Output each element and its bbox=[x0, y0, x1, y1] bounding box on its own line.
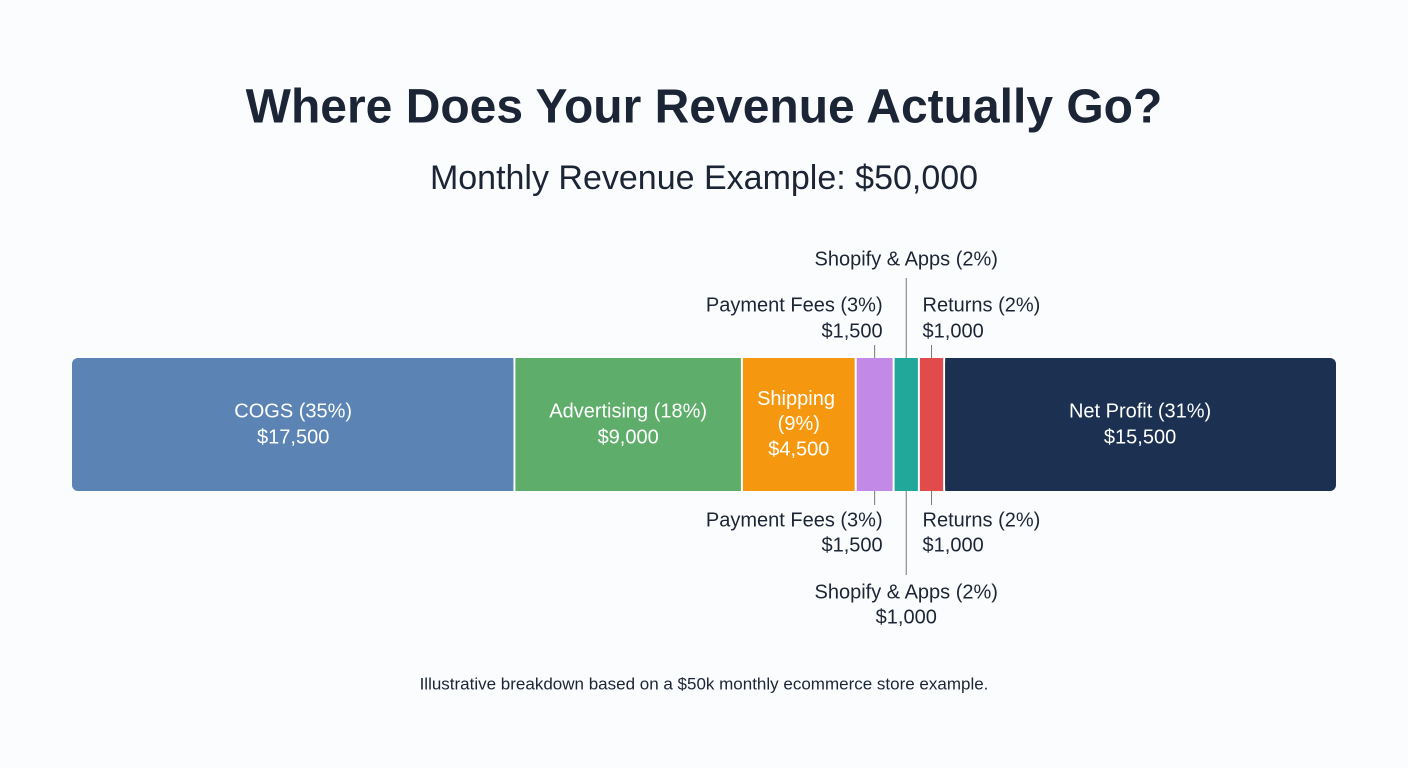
segment-value: $15,500 bbox=[1104, 426, 1176, 448]
segment-value: $4,500 bbox=[768, 438, 829, 460]
segment-label: Net Profit (31%) bbox=[1069, 400, 1211, 422]
bar-segment bbox=[856, 358, 893, 491]
bar-segment bbox=[515, 358, 741, 491]
callout-label: Shopify & Apps (2%) bbox=[815, 248, 998, 270]
callout-label: Returns (2%) bbox=[923, 509, 1041, 531]
callout-label: Shopify & Apps (2%) bbox=[815, 581, 998, 603]
callout-value: $1,000 bbox=[876, 606, 937, 628]
callout-label: Returns (2%) bbox=[923, 294, 1041, 316]
bar-segment-fill bbox=[945, 358, 1330, 491]
callout-label: Payment Fees (3%) bbox=[706, 294, 883, 316]
chart-title: Where Does Your Revenue Actually Go? bbox=[246, 81, 1163, 134]
callout-value: $1,000 bbox=[923, 534, 984, 556]
callout-value: $1,500 bbox=[821, 534, 882, 556]
bar-segment-fill bbox=[78, 358, 514, 491]
segment-label: COGS (35%) bbox=[234, 400, 352, 422]
segment-label: Shipping (9%) bbox=[757, 388, 840, 435]
footnote: Illustrative breakdown based on a $50k m… bbox=[420, 674, 989, 693]
bar-segment bbox=[742, 358, 855, 491]
segment-value: $9,000 bbox=[598, 426, 659, 448]
segment-value: $17,500 bbox=[257, 426, 329, 448]
callout-value: $1,000 bbox=[923, 320, 984, 342]
callout-label: Payment Fees (3%) bbox=[706, 509, 883, 531]
bar-segment bbox=[894, 358, 918, 491]
bar-segment bbox=[919, 358, 944, 491]
chart-subtitle: Monthly Revenue Example: $50,000 bbox=[430, 159, 978, 197]
segment-label: Advertising (18%) bbox=[549, 400, 707, 422]
callout-value: $1,500 bbox=[821, 320, 882, 342]
